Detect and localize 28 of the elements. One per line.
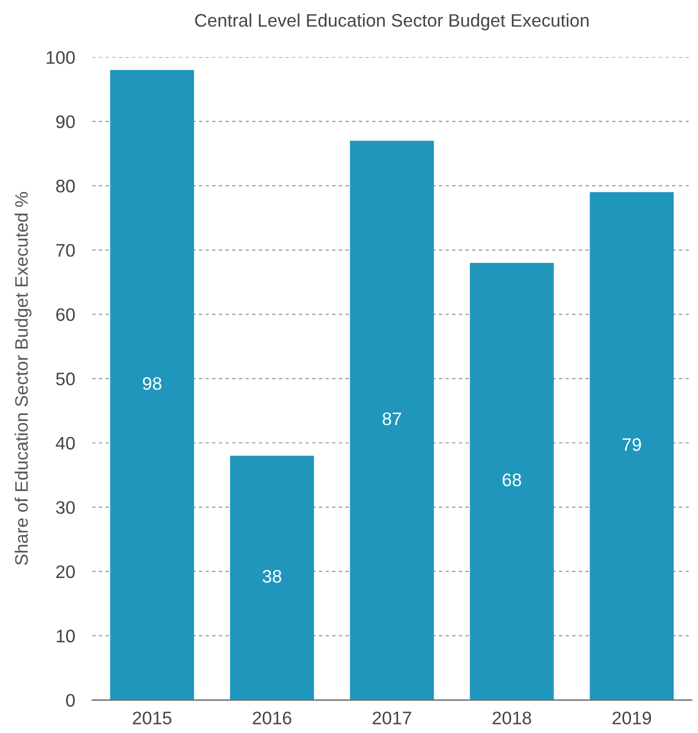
bar	[470, 262, 554, 700]
x-tick-label: 2015	[132, 712, 172, 724]
y-tick-label: 20	[56, 565, 75, 578]
y-tick-label: 80	[56, 180, 75, 192]
bar	[110, 70, 194, 700]
x-tick-label: 2016	[252, 712, 292, 724]
data-label: 79	[622, 438, 641, 451]
y-tick-label: 40	[56, 436, 75, 450]
chart-title: Central Level Education Sector Budget Execution	[195, 14, 588, 30]
data-label: 38	[262, 570, 282, 583]
y-tick-label: 100	[46, 51, 75, 64]
y-tick-label: 50	[56, 372, 75, 386]
y-tick-label: 60	[56, 308, 75, 322]
y-axis-title: Share of Education Sector Budget Executed %	[14, 192, 32, 565]
data-label: 68	[502, 474, 522, 486]
bar	[590, 192, 674, 700]
x-tick-label: 2019	[612, 712, 651, 724]
data-label: 98	[142, 377, 162, 390]
bar	[350, 140, 434, 700]
y-tick-label: 0	[66, 694, 75, 707]
bar	[230, 456, 314, 700]
y-tick-label: 70	[56, 244, 75, 257]
y-tick-label: 30	[56, 501, 75, 514]
x-tick-label: 2018	[492, 712, 532, 724]
y-tick-label: 10	[56, 630, 75, 642]
y-tick-label: 90	[56, 115, 75, 128]
data-label: 87	[382, 412, 402, 426]
x-tick-label: 2017	[372, 712, 412, 724]
